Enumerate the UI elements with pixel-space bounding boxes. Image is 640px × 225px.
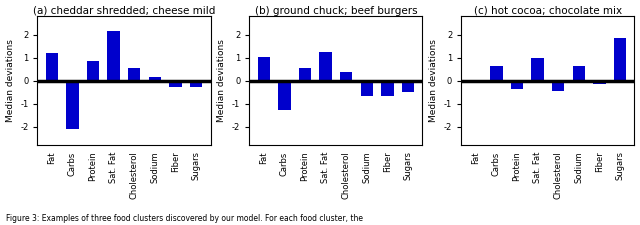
Bar [108,31,120,81]
Bar [128,68,140,81]
Bar [511,81,523,89]
Text: Figure 3: Examples of three food clusters discovered by our model. For each food: Figure 3: Examples of three food cluster… [6,214,364,223]
Bar [552,81,564,91]
Y-axis label: Median deviations: Median deviations [6,39,15,122]
Bar [614,38,626,81]
Bar [45,53,58,81]
Y-axis label: Median deviations: Median deviations [218,39,227,122]
Bar [87,61,99,81]
Title: (a) cheddar shredded; cheese mild: (a) cheddar shredded; cheese mild [33,6,215,16]
Bar [402,81,414,92]
Bar [278,81,291,110]
Bar [190,81,202,87]
Bar [531,58,544,81]
Title: (b) ground chuck; beef burgers: (b) ground chuck; beef burgers [255,6,417,16]
Bar [67,81,79,129]
Bar [490,66,502,81]
Bar [381,81,394,96]
Bar [470,81,482,83]
Bar [573,66,585,81]
Bar [319,52,332,81]
Bar [593,81,605,84]
Title: (c) hot cocoa; chocolate mix: (c) hot cocoa; chocolate mix [474,6,622,16]
Bar [361,81,373,96]
Bar [170,81,182,87]
Bar [148,77,161,81]
Bar [257,57,270,81]
Bar [340,72,353,81]
Bar [299,68,311,81]
Y-axis label: Median deviations: Median deviations [429,39,438,122]
